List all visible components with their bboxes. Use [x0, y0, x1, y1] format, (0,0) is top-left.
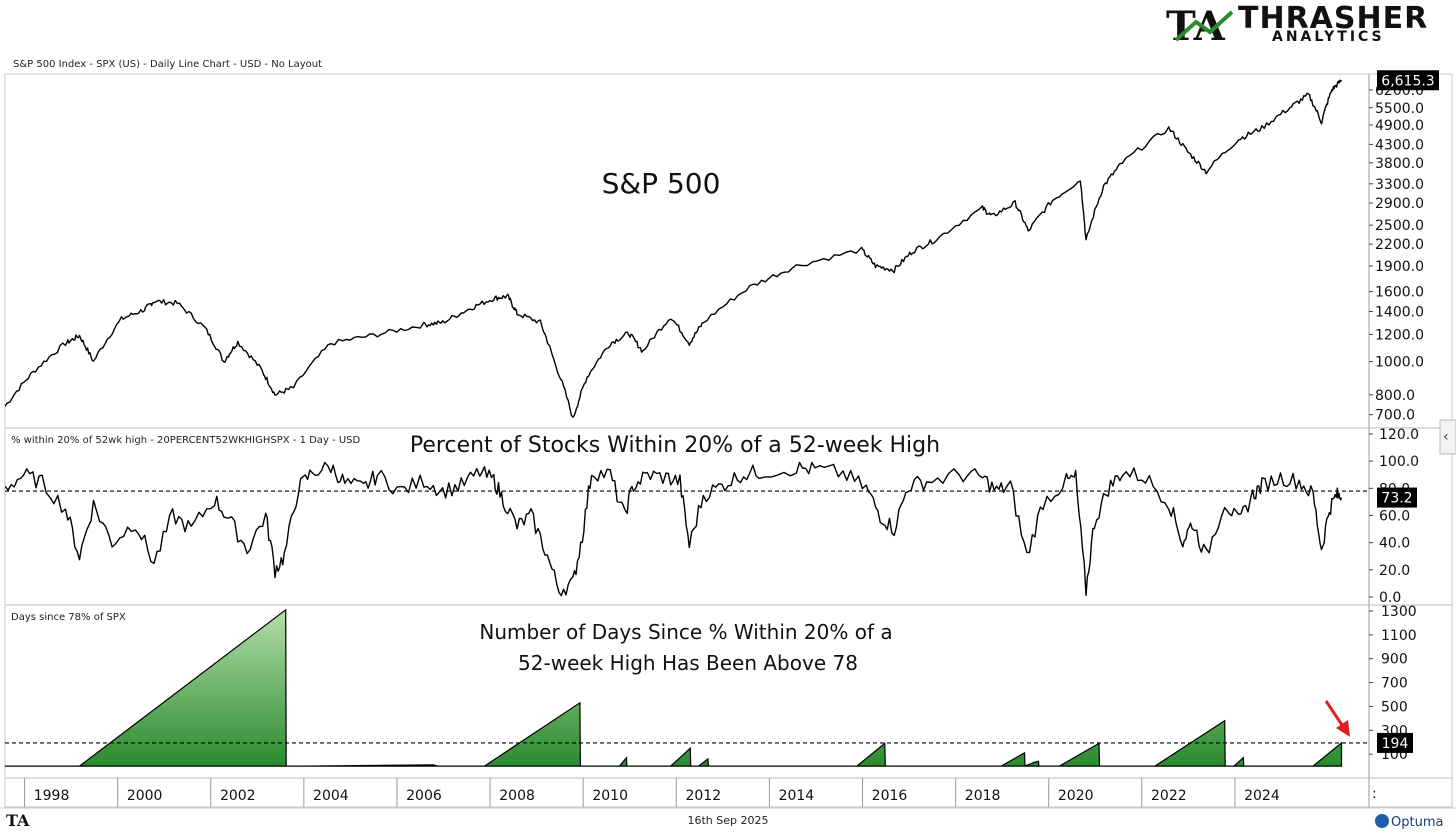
pct-title: Percent of Stocks Within 20% of a 52-wee…: [410, 433, 940, 458]
pct-y-tick-label: 40.0: [1379, 536, 1410, 552]
pct-last-value-badge: 73.2: [1377, 487, 1417, 508]
days-title-line-1: Number of Days Since % Within 20% of a: [479, 620, 892, 644]
spx-price-line: [5, 79, 1343, 418]
x-tick-label: 2020: [1058, 788, 1094, 804]
days-y-tick-label: 1300: [1381, 604, 1417, 620]
brand-name: THRASHER: [1238, 1, 1428, 36]
x-tick-label: 2016: [872, 788, 908, 804]
red-arrow-annotation: [1324, 700, 1350, 737]
thrasher-logo: TA THRASHER ANALYTICS: [1166, 1, 1428, 50]
x-axis: 1998 2000 2002 2004 2006 2008 2010 2012 2014 2016…: [24, 778, 1280, 807]
spx-title: S&P 500: [602, 167, 721, 200]
x-tick-label: 2014: [779, 788, 815, 804]
x-axis-end-dot: :: [1372, 786, 1377, 802]
footer-logo: TA: [6, 811, 30, 830]
x-tick-label: 2018: [965, 788, 1001, 804]
x-tick-label: 2000: [127, 788, 163, 804]
spx-y-tick-label: 5500.0: [1375, 101, 1424, 117]
side-collapse-tab[interactable]: ‹: [1439, 419, 1456, 455]
spx-y-tick-label: 2200.0: [1375, 237, 1424, 253]
days-since-area: [5, 608, 1343, 767]
x-tick-label: 2012: [685, 788, 721, 804]
x-tick-label: 2024: [1244, 788, 1280, 804]
days-caption: Days since 78% of SPX: [11, 612, 126, 623]
days-last-value: 194: [1382, 736, 1409, 752]
pct-y-tick-label: 20.0: [1379, 563, 1410, 579]
optuma-logo: Optuma: [1375, 814, 1443, 830]
spx-y-tick-label: 4300.0: [1375, 137, 1424, 153]
pct-last-value: 73.2: [1381, 491, 1412, 507]
optuma-label: Optuma: [1391, 815, 1443, 830]
chevron-left-icon[interactable]: ‹: [1443, 429, 1449, 445]
days-title-line-2: 52-week High Has Been Above 78: [518, 651, 858, 675]
spx-y-tick-label: 2900.0: [1375, 196, 1424, 212]
spx-y-tick-label: 3300.0: [1375, 177, 1424, 193]
pct-y-tick-label: 100.0: [1379, 454, 1419, 470]
spx-last-value: 6,615.3: [1381, 73, 1434, 89]
spx-y-tick-label: 1400.0: [1375, 304, 1424, 320]
x-tick-label: 2006: [406, 788, 442, 804]
spx-y-tick-label: 4900.0: [1375, 118, 1424, 134]
days-y-tick-label: 1100: [1381, 628, 1417, 644]
days-y-tick-label: 700: [1381, 676, 1408, 692]
x-tick-label: 1998: [34, 788, 70, 804]
pct-within-20-line: [5, 461, 1343, 597]
days-y-tick-label: 500: [1381, 699, 1408, 715]
spx-last-value-badge: 6,615.3: [1377, 70, 1439, 91]
logo-green-arrow-icon: [1174, 10, 1234, 42]
pct-y-tick-label: 120.0: [1379, 427, 1419, 443]
spx-y-tick-label: 1600.0: [1375, 285, 1424, 301]
spx-y-tick-label: 1900.0: [1375, 259, 1424, 275]
x-tick-label: 2010: [592, 788, 628, 804]
spx-y-axis: 700.0 800.0 1000.0 1200.0 1400.0 1600.0 1900.0…: [1369, 83, 1424, 424]
spx-y-tick-label: 3800.0: [1375, 156, 1424, 172]
days-y-tick-label: 900: [1381, 652, 1408, 668]
spx-y-tick-label: 1000.0: [1375, 355, 1424, 371]
footer-date: 16th Sep 2025: [687, 814, 768, 827]
spx-caption: S&P 500 Index - SPX (US) - Daily Line Ch…: [13, 59, 322, 70]
spx-y-tick-label: 2500.0: [1375, 218, 1424, 234]
optuma-icon: [1375, 814, 1389, 828]
brand-sub: ANALYTICS: [1272, 29, 1385, 45]
days-last-value-badge: 194: [1377, 732, 1413, 753]
spx-y-tick-label: 1200.0: [1375, 327, 1424, 343]
spx-y-tick-label: 700.0: [1375, 408, 1415, 424]
spx-y-tick-label: 800.0: [1375, 388, 1415, 404]
pct-y-tick-label: 60.0: [1379, 509, 1410, 525]
x-tick-label: 2022: [1151, 788, 1187, 804]
x-tick-label: 2002: [220, 788, 256, 804]
pct-caption: % within 20% of 52wk high - 20PERCENT52W…: [11, 435, 360, 446]
x-tick-label: 2004: [313, 788, 349, 804]
pct-y-tick-label: 0.0: [1379, 590, 1401, 606]
x-tick-label: 2008: [499, 788, 535, 804]
